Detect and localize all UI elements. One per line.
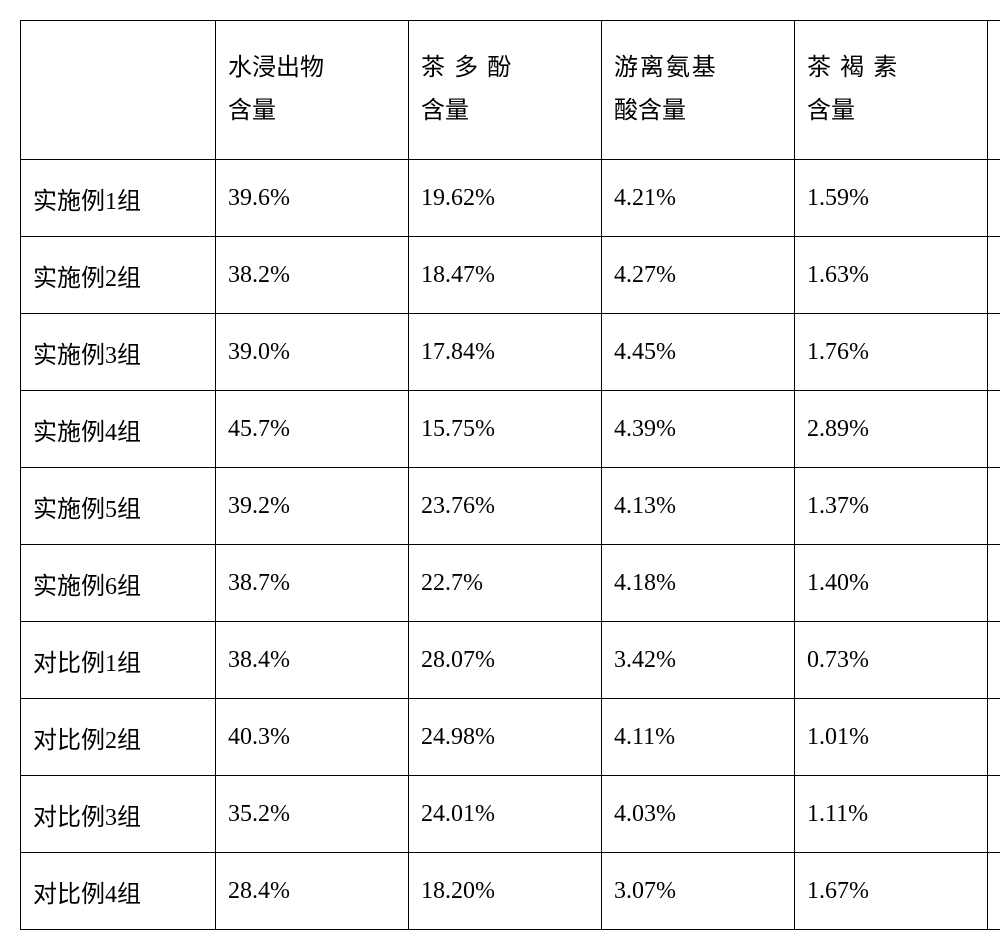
header-amino-l2: 酸含量 — [614, 90, 782, 133]
header-poly-l2: 含量 — [421, 90, 589, 133]
cell-amino: 4.45% — [602, 314, 795, 391]
cell-group: 对比例2组 — [21, 699, 216, 776]
cell-days: 225 — [988, 776, 1000, 853]
cell-brown: 1.67% — [795, 853, 988, 930]
cell-amino: 4.21% — [602, 160, 795, 237]
cell-amino: 4.13% — [602, 468, 795, 545]
cell-poly: 19.62% — [409, 160, 602, 237]
cell-amino: 3.07% — [602, 853, 795, 930]
cell-poly: 18.20% — [409, 853, 602, 930]
cell-days: 1 — [988, 853, 1000, 930]
header-amino-l1: 游离氨基 — [614, 47, 782, 90]
cell-group: 实施例2组 — [21, 237, 216, 314]
header-water-l1: 水浸出物 — [228, 47, 396, 90]
cell-group: 实施例6组 — [21, 545, 216, 622]
table-row: 对比例2组40.3%24.98%4.11%1.01%40 — [21, 699, 1000, 776]
cell-group: 对比例3组 — [21, 776, 216, 853]
cell-group: 对比例4组 — [21, 853, 216, 930]
cell-days: 18 — [988, 391, 1000, 468]
cell-water: 39.2% — [216, 468, 409, 545]
header-group — [21, 21, 216, 160]
header-water: 水浸出物 含量 — [216, 21, 409, 160]
cell-amino: 4.11% — [602, 699, 795, 776]
cell-poly: 28.07% — [409, 622, 602, 699]
cell-brown: 1.40% — [795, 545, 988, 622]
cell-water: 39.0% — [216, 314, 409, 391]
header-brown-l2: 含量 — [807, 90, 975, 133]
cell-group: 对比例1组 — [21, 622, 216, 699]
cell-brown: 1.01% — [795, 699, 988, 776]
cell-brown: 1.11% — [795, 776, 988, 853]
cell-group: 实施例1组 — [21, 160, 216, 237]
table-row: 对比例1组38.4%28.07%3.42%0.73%20 — [21, 622, 1000, 699]
cell-poly: 23.76% — [409, 468, 602, 545]
cell-water: 45.7% — [216, 391, 409, 468]
cell-poly: 24.01% — [409, 776, 602, 853]
table-row: 实施例2组38.2%18.47%4.27%1.63%18 — [21, 237, 1000, 314]
header-brown: 茶褐素 含量 — [795, 21, 988, 160]
header-amino: 游离氨基 酸含量 — [602, 21, 795, 160]
cell-brown: 2.89% — [795, 391, 988, 468]
cell-brown: 1.59% — [795, 160, 988, 237]
cell-amino: 4.03% — [602, 776, 795, 853]
header-poly: 茶多酚 含量 — [409, 21, 602, 160]
cell-poly: 17.84% — [409, 314, 602, 391]
header-poly-l1: 茶多酚 — [421, 47, 589, 90]
cell-group: 实施例5组 — [21, 468, 216, 545]
cell-days: 40 — [988, 699, 1000, 776]
header-days: 发酵天数 — [988, 21, 1000, 160]
cell-brown: 1.76% — [795, 314, 988, 391]
cell-brown: 1.37% — [795, 468, 988, 545]
data-table: 水浸出物 含量 茶多酚 含量 游离氨基 酸含量 茶褐素 含量 发酵天数 实施例1… — [20, 20, 1000, 930]
cell-poly: 22.7% — [409, 545, 602, 622]
cell-days: 20 — [988, 545, 1000, 622]
table-row: 对比例3组35.2%24.01%4.03%1.11%225 — [21, 776, 1000, 853]
cell-days: 20 — [988, 468, 1000, 545]
cell-days: 20 — [988, 314, 1000, 391]
cell-water: 28.4% — [216, 853, 409, 930]
table-row: 对比例4组28.4%18.20%3.07%1.67%1 — [21, 853, 1000, 930]
cell-brown: 1.63% — [795, 237, 988, 314]
header-water-l2: 含量 — [228, 90, 396, 133]
cell-water: 39.6% — [216, 160, 409, 237]
cell-days: 20 — [988, 622, 1000, 699]
cell-poly: 15.75% — [409, 391, 602, 468]
cell-group: 实施例4组 — [21, 391, 216, 468]
table-row: 实施例3组39.0%17.84%4.45%1.76%20 — [21, 314, 1000, 391]
header-brown-l1: 茶褐素 — [807, 47, 975, 90]
cell-poly: 18.47% — [409, 237, 602, 314]
table-row: 实施例1组39.6%19.62%4.21%1.59%20 — [21, 160, 1000, 237]
cell-brown: 0.73% — [795, 622, 988, 699]
table-row: 实施例4组45.7%15.75%4.39%2.89%18 — [21, 391, 1000, 468]
table-row: 实施例6组38.7%22.7%4.18%1.40%20 — [21, 545, 1000, 622]
cell-days: 18 — [988, 237, 1000, 314]
cell-water: 38.2% — [216, 237, 409, 314]
cell-water: 38.7% — [216, 545, 409, 622]
header-row: 水浸出物 含量 茶多酚 含量 游离氨基 酸含量 茶褐素 含量 发酵天数 — [21, 21, 1000, 160]
cell-poly: 24.98% — [409, 699, 602, 776]
cell-amino: 4.18% — [602, 545, 795, 622]
cell-water: 38.4% — [216, 622, 409, 699]
cell-water: 40.3% — [216, 699, 409, 776]
cell-group: 实施例3组 — [21, 314, 216, 391]
cell-amino: 3.42% — [602, 622, 795, 699]
cell-days: 20 — [988, 160, 1000, 237]
cell-amino: 4.27% — [602, 237, 795, 314]
cell-amino: 4.39% — [602, 391, 795, 468]
table-row: 实施例5组39.2%23.76%4.13%1.37%20 — [21, 468, 1000, 545]
table-body: 实施例1组39.6%19.62%4.21%1.59%20实施例2组38.2%18… — [21, 160, 1000, 930]
cell-water: 35.2% — [216, 776, 409, 853]
